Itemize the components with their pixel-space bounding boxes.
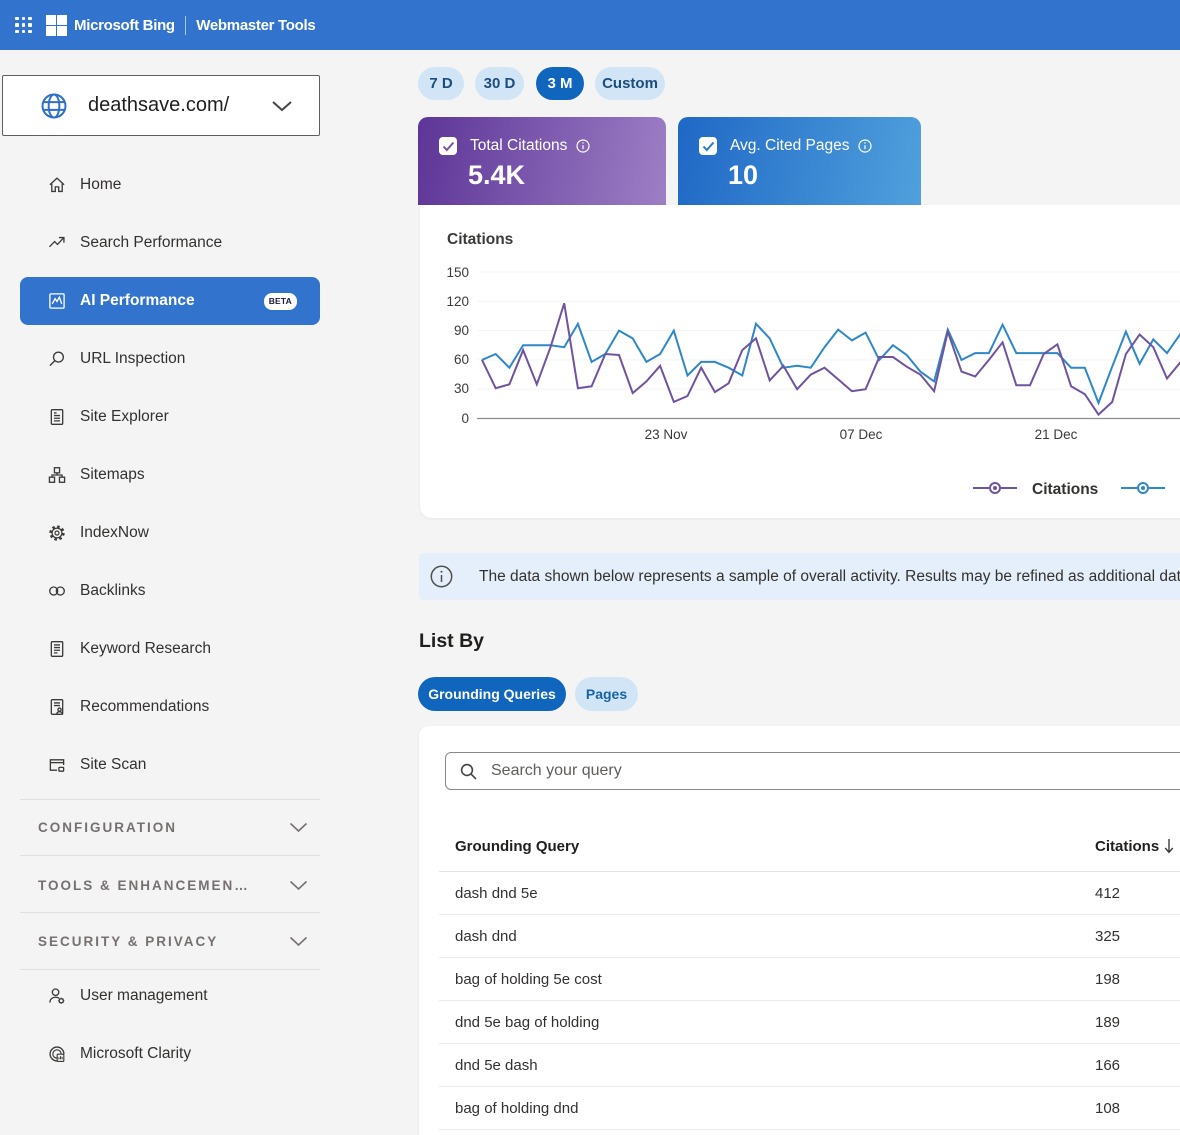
svg-text:0: 0 (461, 411, 469, 426)
svg-text:07 Dec: 07 Dec (840, 427, 883, 442)
svg-text:60: 60 (454, 352, 469, 367)
svg-text:150: 150 (446, 265, 469, 280)
svg-text:30: 30 (454, 381, 469, 396)
svg-text:21 Dec: 21 Dec (1035, 427, 1078, 442)
svg-text:120: 120 (446, 294, 469, 309)
svg-text:23 Nov: 23 Nov (645, 427, 688, 442)
svg-text:90: 90 (454, 323, 469, 338)
svg-text:Citations: Citations (1032, 481, 1098, 498)
